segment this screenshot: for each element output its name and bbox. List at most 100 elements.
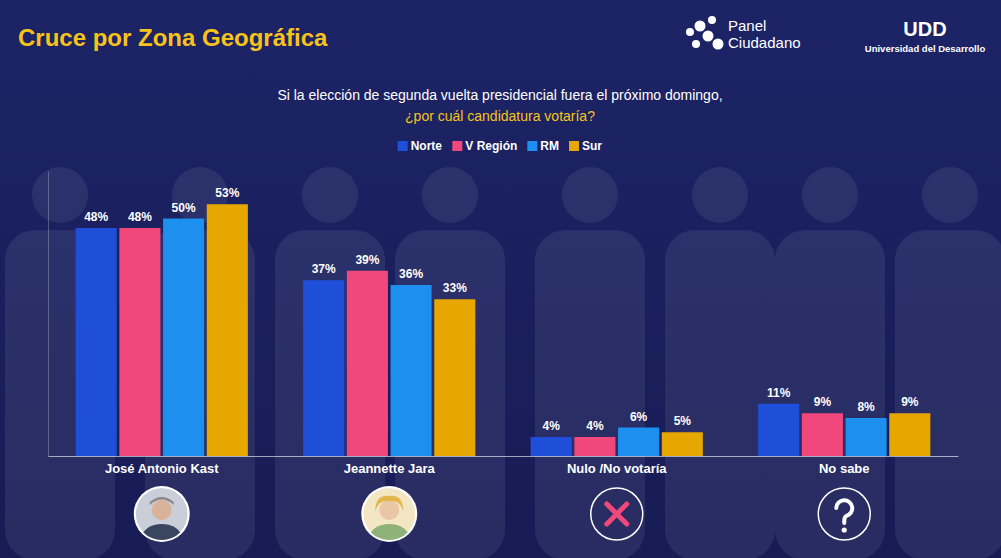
x-tick-label: No sabe	[819, 461, 870, 476]
icon-question-dot	[842, 527, 847, 532]
legend-swatch	[569, 141, 579, 151]
legend-swatch	[452, 141, 462, 151]
category-icons	[134, 486, 871, 552]
legend-item: Norte	[398, 139, 443, 153]
figure-head	[802, 167, 858, 223]
icon-face	[152, 500, 172, 520]
figure-head	[922, 167, 978, 223]
data-label: 8%	[857, 400, 875, 414]
legend-swatch	[398, 141, 408, 151]
bar	[758, 404, 799, 456]
x-tick-label: Jeannette Jara	[344, 461, 436, 476]
x-axis: José Antonio Kast Jeannette Jara Nulo /No …	[49, 456, 959, 476]
x-tick: Jeannette Jara	[344, 456, 436, 476]
bars	[76, 204, 931, 456]
icon-cross	[607, 504, 627, 524]
bar	[574, 437, 615, 456]
bar	[119, 228, 160, 456]
legend-item: RM	[527, 139, 559, 153]
data-label: 36%	[399, 267, 423, 281]
data-label: 6%	[630, 410, 648, 424]
icon-question	[836, 500, 852, 523]
title: Cruce por Zona Geográfica	[18, 24, 328, 51]
legend-swatch	[527, 141, 537, 151]
icon-ring	[591, 488, 643, 540]
x-tick-label: Nulo /No votaría	[567, 461, 667, 476]
category-icon	[134, 486, 190, 552]
legend-label: RM	[540, 139, 559, 153]
legend-item: V Región	[452, 139, 517, 153]
category-icon	[818, 488, 870, 540]
background-figures	[5, 167, 1001, 558]
logo-dot	[703, 31, 714, 42]
icon-body	[369, 524, 409, 552]
data-labels: 48% 37% 4% 11% 48% 39% 4% 9% 50% 36% 6% 8% 53% 33% 5% 9…	[84, 186, 919, 433]
data-label: 48%	[128, 210, 152, 224]
data-label: 33%	[443, 281, 467, 295]
legend: Norte V Región RM Sur	[398, 139, 603, 153]
icon-hair	[375, 496, 403, 512]
logo-dot	[692, 40, 700, 48]
bar	[434, 299, 475, 456]
icon-body	[142, 524, 182, 552]
y-axis	[48, 172, 49, 457]
question: ¿por cuál candidatura votaría?	[405, 108, 595, 124]
bar	[163, 219, 204, 457]
bar	[347, 271, 388, 456]
data-label: 53%	[215, 186, 239, 200]
bar	[303, 280, 344, 456]
figure-body	[775, 230, 885, 558]
logo-panel	[686, 16, 724, 50]
bar	[531, 437, 572, 456]
bar	[618, 428, 659, 457]
legend-label: Norte	[411, 139, 443, 153]
category-icon	[591, 488, 643, 540]
chart: Cruce por Zona Geográfica PanelCiudadano U…	[0, 0, 1001, 558]
legend-item: Sur	[569, 139, 602, 153]
bar	[802, 413, 843, 456]
x-tick: José Antonio Kast	[105, 456, 219, 476]
figure-body	[895, 230, 1001, 558]
logo-dot	[686, 28, 694, 36]
figure-head	[692, 167, 748, 223]
legend-label: V Región	[465, 139, 517, 153]
bar	[207, 204, 248, 456]
figure-head	[302, 167, 358, 223]
logo-dot	[713, 39, 724, 50]
bar	[889, 413, 930, 456]
icon-face	[379, 500, 399, 520]
data-label: 39%	[355, 253, 379, 267]
y-axis-line	[48, 172, 49, 457]
data-label: 4%	[543, 419, 561, 433]
figure-head	[32, 167, 88, 223]
logo-udd: UDD	[903, 18, 946, 40]
icon-ring	[818, 488, 870, 540]
logo-udd-name: Universidad del Desarrollo	[865, 43, 986, 54]
bar	[662, 432, 703, 456]
data-label: 37%	[312, 262, 336, 276]
data-label: 9%	[814, 395, 832, 409]
data-label: 48%	[84, 210, 108, 224]
figure-body	[665, 230, 775, 558]
bar	[846, 418, 887, 456]
x-tick: No sabe	[819, 456, 870, 476]
x-tick: Nulo /No votaría	[567, 456, 667, 476]
logo-text: PanelCiudadano	[728, 17, 801, 51]
data-label: 9%	[901, 395, 919, 409]
category-icon	[361, 486, 417, 552]
x-tick-label: José Antonio Kast	[105, 461, 219, 476]
logo-dot	[695, 21, 706, 32]
data-label: 11%	[767, 386, 791, 400]
data-label: 50%	[172, 201, 196, 215]
figure-body	[535, 230, 645, 558]
legend-label: Sur	[582, 139, 602, 153]
bar	[391, 285, 432, 456]
figure-head	[562, 167, 618, 223]
data-label: 4%	[586, 419, 604, 433]
subtitle: Si la elección de segunda vuelta preside…	[277, 87, 722, 103]
icon-hair	[150, 497, 174, 505]
figure-head	[422, 167, 478, 223]
x-axis-line	[49, 456, 959, 457]
logo-dot	[708, 16, 716, 24]
data-label: 5%	[674, 414, 692, 428]
